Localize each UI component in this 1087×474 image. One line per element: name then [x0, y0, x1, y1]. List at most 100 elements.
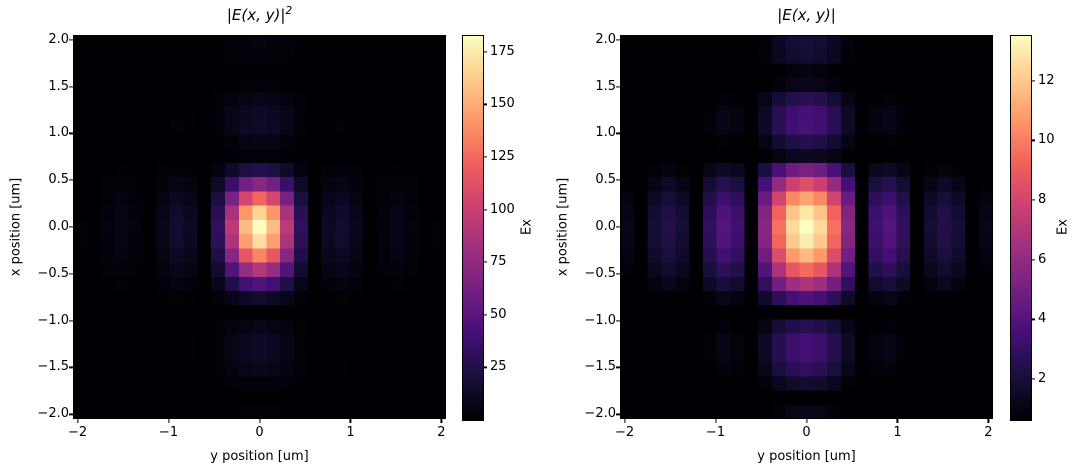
y-tick-mark: [616, 179, 620, 181]
x-tick-mark: [714, 419, 717, 423]
y-tick-mark: [69, 39, 73, 41]
y-tick-mark: [616, 132, 620, 134]
plot-title-text: |E(x, y)|: [777, 6, 836, 24]
colorbar-tick-label: 50: [490, 306, 507, 322]
y-tick-labels: 2.0 1.5 1.0 0.5 0.0 −0.5 −1.0 −1.5 −2.0: [9, 31, 69, 422]
x-tick-marks: [73, 419, 446, 423]
colorbar-tick-label: 6: [1038, 251, 1047, 267]
colorbar-tick-mark: [483, 314, 487, 316]
y-tick-label: −1.0: [37, 312, 69, 328]
x-tick-marks: [620, 419, 993, 423]
colorbar-tick-label: 125: [490, 149, 515, 165]
heatmap-canvas: [620, 35, 993, 419]
x-tick-label: −1: [158, 425, 179, 440]
y-tick-label: −2.0: [584, 406, 616, 422]
y-tick-mark: [69, 413, 73, 415]
y-tick-label: −2.0: [37, 406, 69, 422]
x-axis-label: y position [um]: [210, 449, 309, 464]
colorbar-tick-label: 12: [1038, 72, 1055, 88]
x-tick-mark: [987, 419, 990, 423]
y-tick-mark: [616, 273, 620, 275]
plot-title: |E(x, y)|2: [73, 5, 446, 24]
y-tick-mark: [69, 179, 73, 181]
y-tick-label: −1.0: [584, 312, 616, 328]
colorbar-tick-label: 25: [490, 359, 507, 375]
x-tick-mark: [896, 419, 899, 423]
x-tick-labels: −2 −1 0 1 2: [615, 425, 993, 441]
x-tick-labels: −2 −1 0 1 2: [68, 425, 446, 441]
colorbar-tick-mark: [1031, 80, 1035, 82]
y-tick-label: 1.0: [595, 125, 616, 141]
x-axis-label: y position [um]: [757, 449, 856, 464]
x-tick-label: 0: [255, 425, 264, 440]
heatmap-canvas: [73, 35, 446, 419]
y-tick-marks: [69, 35, 73, 419]
x-tick-label: −2: [67, 425, 88, 440]
colorbar-tick-mark: [483, 209, 487, 211]
colorbar-tick-marks: [1031, 35, 1035, 419]
colorbar-tick-labels: 2 4 6 8 10 12: [1038, 35, 1078, 419]
y-tick-label: −0.5: [37, 265, 69, 281]
x-tick-mark: [440, 419, 443, 423]
colorbar-tick-label: 2: [1038, 371, 1047, 387]
plot-title: |E(x, y)|: [620, 5, 993, 24]
y-tick-label: −1.5: [37, 359, 69, 375]
y-tick-mark: [616, 413, 620, 415]
y-tick-mark: [69, 273, 73, 275]
colorbar-tick-mark: [1031, 259, 1035, 261]
colorbar-tick-label: 75: [490, 254, 507, 270]
y-tick-label: 1.5: [595, 78, 616, 94]
colorbar-tick-label: 8: [1038, 191, 1047, 207]
x-tick-label: 1: [893, 425, 902, 440]
y-tick-mark: [616, 320, 620, 322]
y-tick-label: −0.5: [584, 265, 616, 281]
colorbar-tick-mark: [1031, 318, 1035, 320]
y-tick-label: 0.0: [48, 219, 69, 234]
x-tick-mark: [349, 419, 352, 423]
colorbar-axis-label: Ex: [519, 219, 535, 235]
colorbar-tick-mark: [483, 103, 487, 106]
colorbar-canvas: [462, 35, 484, 421]
y-tick-label: 0.5: [595, 172, 616, 188]
y-tick-label: 2.0: [48, 31, 69, 47]
x-tick-label: −1: [705, 425, 726, 440]
y-tick-marks: [616, 35, 620, 419]
colorbar-tick-marks: [483, 35, 487, 419]
y-tick-label: 0.5: [48, 172, 69, 188]
colorbar-tick-label: 100: [490, 201, 515, 217]
colorbar-axis-label: Ex: [1055, 219, 1071, 235]
x-tick-label: 2: [984, 425, 993, 440]
x-tick-mark: [76, 419, 79, 423]
plot-title-superscript: 2: [285, 5, 293, 17]
colorbar-tick-labels: 25 50 75 100 125 150 175: [490, 35, 530, 419]
y-tick-mark: [69, 85, 73, 88]
y-tick-mark: [616, 226, 620, 228]
colorbar-tick-mark: [483, 366, 487, 369]
x-tick-mark: [623, 419, 626, 423]
plot-title-text: |E(x, y)|: [226, 6, 286, 24]
y-tick-mark: [69, 132, 73, 134]
x-tick-label: 0: [802, 425, 811, 440]
colorbar-tick-mark: [1031, 378, 1035, 380]
y-tick-label: 1.0: [48, 125, 69, 141]
y-tick-mark: [69, 226, 73, 228]
y-tick-mark: [616, 366, 620, 369]
colorbar-tick-label: 175: [490, 43, 515, 59]
y-axis-label: x position [um]: [555, 177, 571, 277]
colorbar-tick-mark: [483, 261, 487, 263]
x-tick-mark: [258, 419, 261, 423]
x-tick-mark: [167, 419, 170, 423]
colorbar-canvas: [1010, 35, 1032, 421]
colorbar-tick-label: 150: [490, 96, 515, 112]
colorbar-tick-label: 10: [1038, 132, 1055, 148]
colorbar-tick-mark: [1031, 139, 1035, 141]
colorbar-tick-mark: [483, 51, 487, 53]
y-tick-label: 2.0: [595, 31, 616, 47]
x-tick-mark: [805, 419, 808, 423]
y-tick-mark: [616, 85, 620, 88]
colorbar-tick-mark: [483, 156, 487, 158]
y-tick-label: 0.0: [595, 219, 616, 234]
x-tick-label: 1: [346, 425, 355, 440]
y-tick-labels: 2.0 1.5 1.0 0.5 0.0 −0.5 −1.0 −1.5 −2.0: [556, 31, 616, 422]
x-tick-label: −2: [614, 425, 635, 440]
